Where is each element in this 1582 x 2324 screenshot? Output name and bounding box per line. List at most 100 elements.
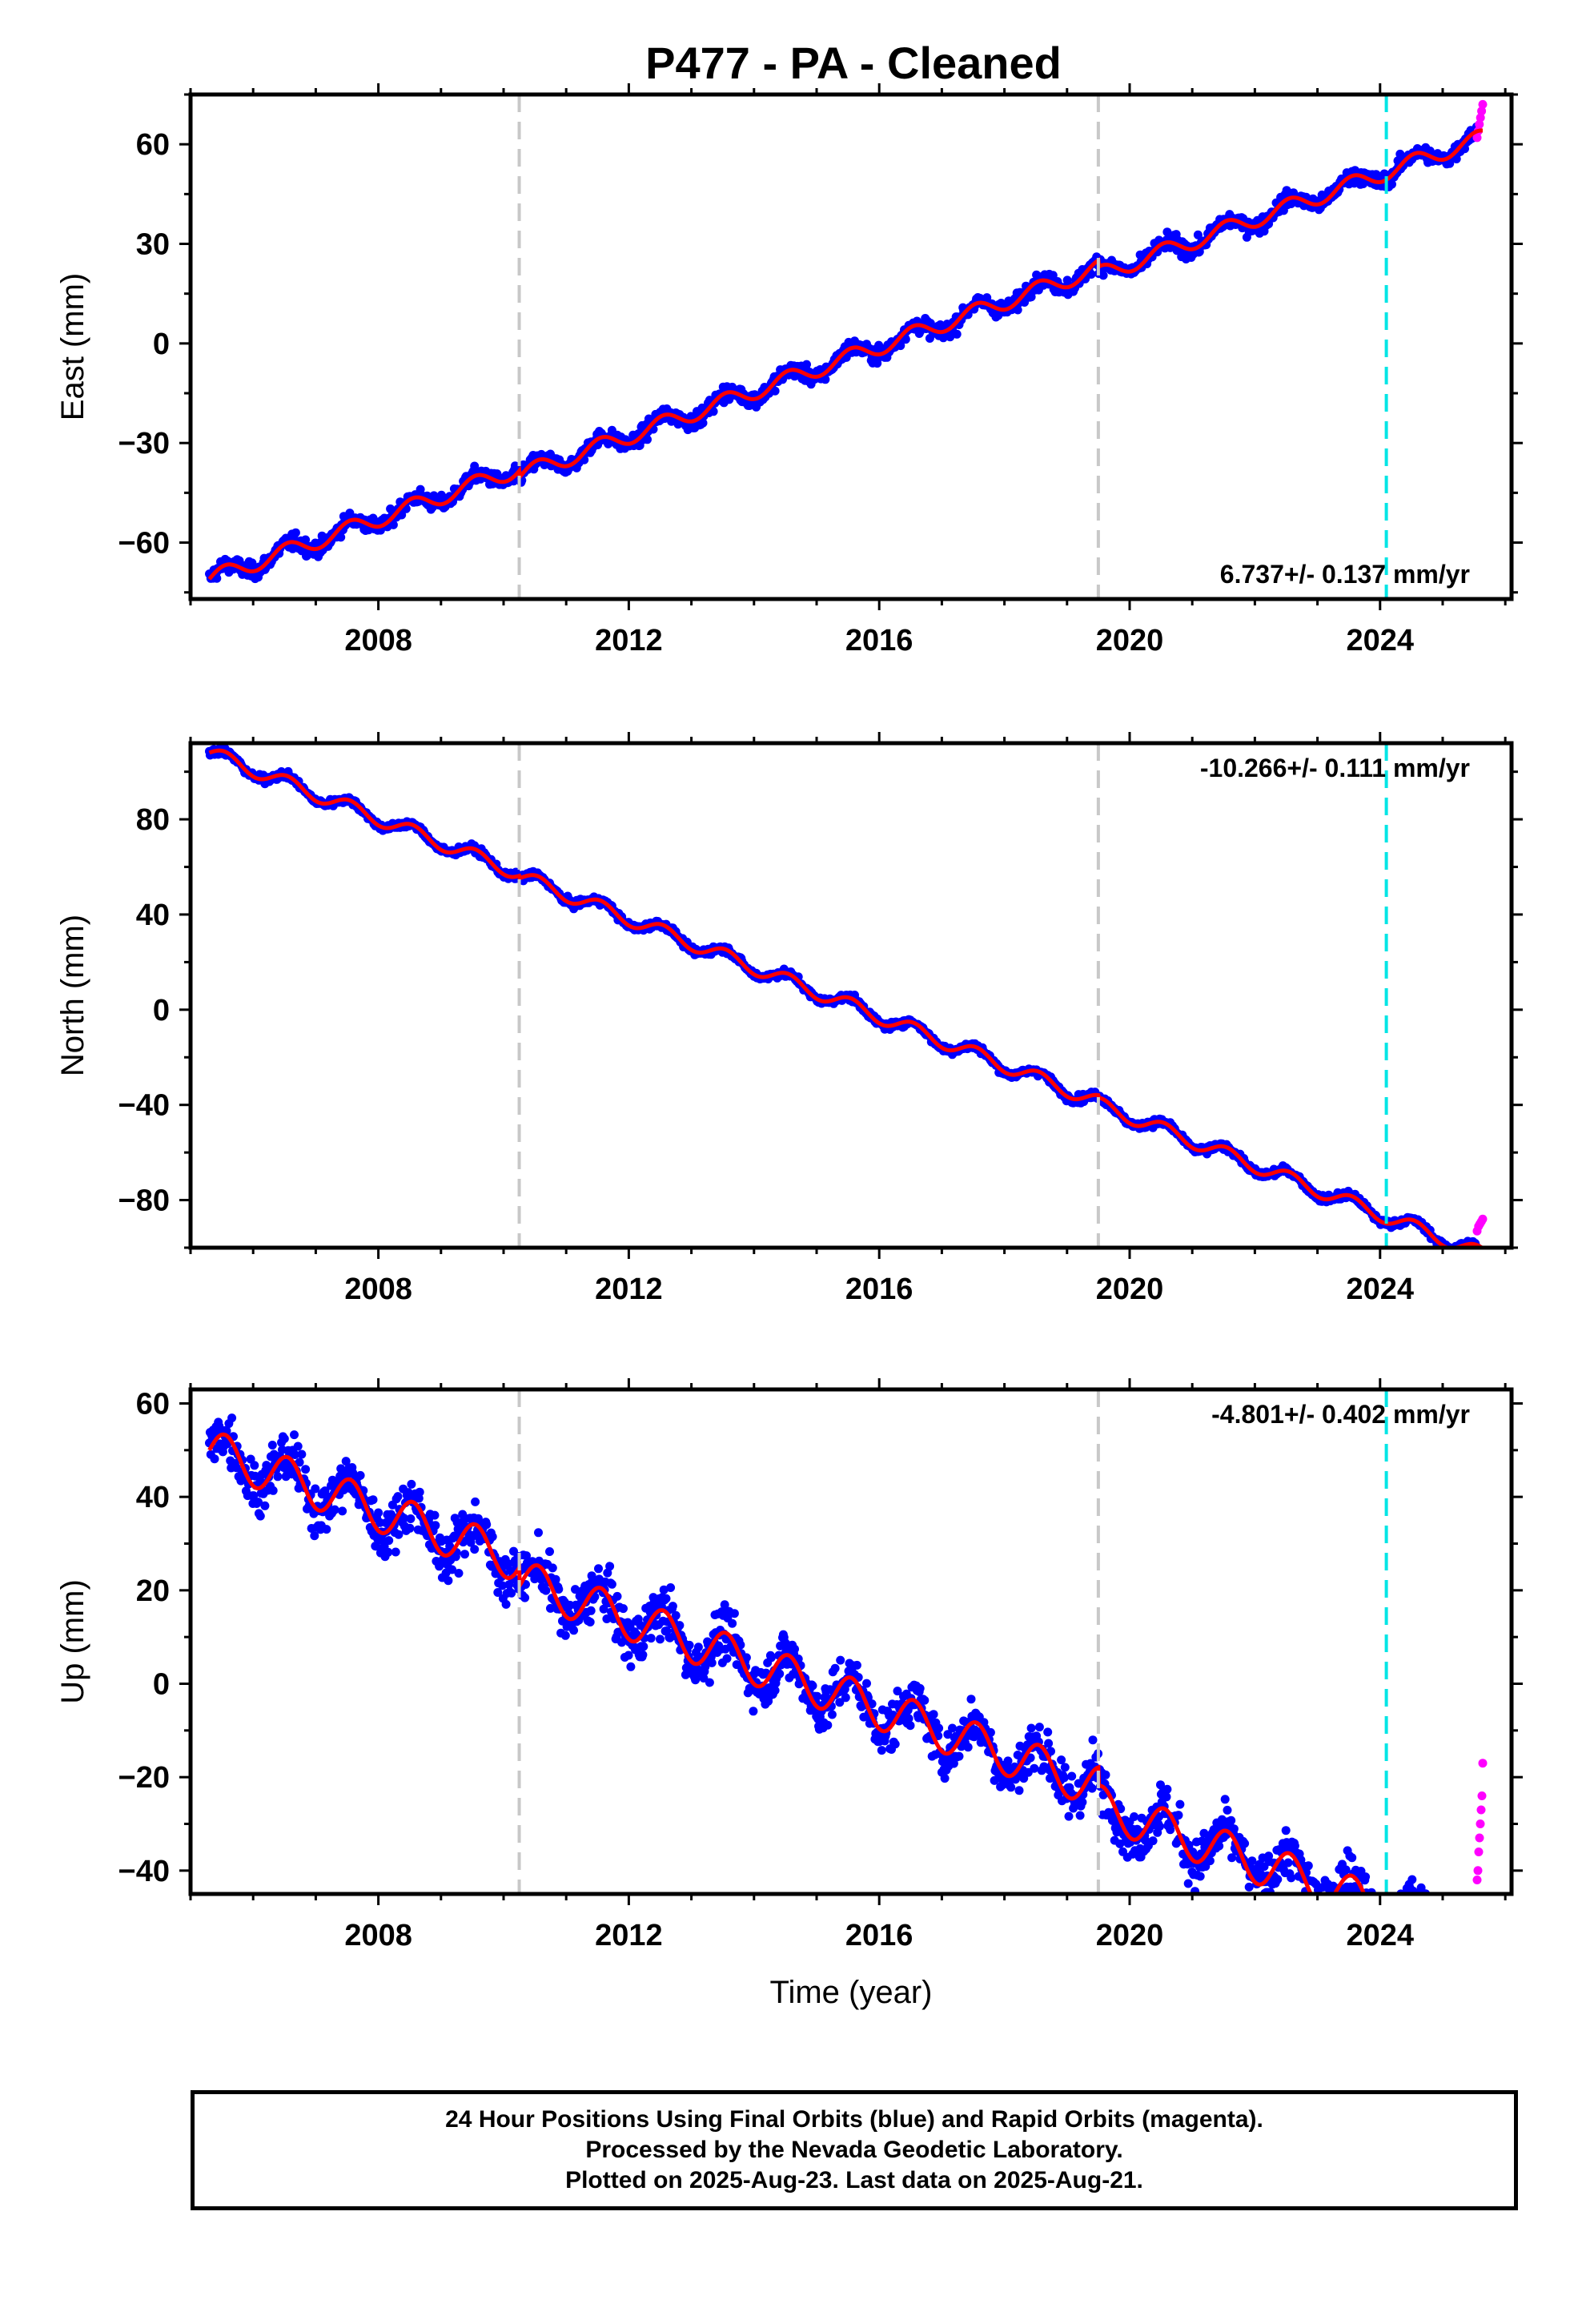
data-point-final bbox=[336, 533, 346, 542]
data-point-final bbox=[920, 1695, 930, 1705]
data-point-final bbox=[643, 435, 652, 444]
data-point-final bbox=[268, 1486, 278, 1495]
data-point-final bbox=[393, 1492, 403, 1502]
data-point-final bbox=[1387, 179, 1396, 189]
data-point-final bbox=[948, 1723, 957, 1733]
data-point-rapid bbox=[1476, 113, 1485, 123]
data-point-final bbox=[260, 1501, 270, 1510]
data-point-rapid bbox=[1478, 99, 1488, 109]
data-point-final bbox=[852, 1660, 861, 1670]
data-point-final bbox=[952, 329, 962, 339]
data-point-final bbox=[698, 418, 708, 428]
data-point-final bbox=[1014, 1786, 1024, 1795]
data-point-final bbox=[605, 1562, 615, 1571]
data-point-final bbox=[391, 1547, 400, 1557]
data-point-final bbox=[471, 1497, 480, 1506]
velocity-rate-label: 6.737+/- 0.137 mm/yr bbox=[1220, 560, 1470, 589]
data-point-final bbox=[1174, 1811, 1183, 1820]
data-point-final bbox=[1044, 1739, 1054, 1748]
y-tick-label: −80 bbox=[118, 1184, 170, 1218]
data-point-final bbox=[1195, 1872, 1205, 1881]
data-point-final bbox=[454, 1569, 464, 1578]
data-point-final bbox=[901, 335, 910, 344]
data-point-final bbox=[915, 1683, 925, 1693]
plot-area bbox=[205, 1413, 1488, 1912]
data-point-final bbox=[1075, 1811, 1085, 1820]
x-tick-label: 2016 bbox=[845, 1273, 913, 1306]
data-point-final bbox=[384, 1536, 394, 1546]
data-point-final bbox=[749, 1707, 758, 1716]
data-point-final bbox=[594, 1564, 603, 1574]
y-tick-label: 30 bbox=[136, 228, 170, 262]
data-point-final bbox=[1175, 1799, 1185, 1809]
x-tick-label: 2020 bbox=[1096, 624, 1164, 657]
data-point-final bbox=[430, 1510, 440, 1520]
data-point-final bbox=[722, 1654, 732, 1663]
data-point-final bbox=[982, 293, 992, 303]
data-point-final bbox=[827, 1710, 837, 1719]
data-point-final bbox=[1162, 1784, 1172, 1794]
data-point-final bbox=[545, 1547, 554, 1556]
data-point-final bbox=[940, 1774, 950, 1783]
y-tick-label: 0 bbox=[153, 328, 170, 361]
data-point-final bbox=[534, 1528, 543, 1538]
data-point-final bbox=[638, 1650, 648, 1659]
data-point-final bbox=[301, 535, 311, 545]
data-point-final bbox=[330, 1505, 339, 1514]
data-point-final bbox=[823, 1720, 833, 1730]
data-point-final bbox=[656, 1634, 665, 1644]
data-point-final bbox=[247, 558, 257, 568]
y-axis-label: North (mm) bbox=[55, 915, 90, 1076]
data-point-final bbox=[1086, 270, 1096, 279]
data-point-final bbox=[290, 1430, 299, 1440]
data-point-final bbox=[255, 1511, 265, 1521]
data-point-final bbox=[297, 1449, 307, 1459]
data-point-final bbox=[1003, 1756, 1013, 1766]
data-point-final bbox=[1064, 1811, 1074, 1821]
data-point-final bbox=[709, 407, 718, 416]
data-point-final bbox=[501, 1599, 511, 1609]
y-tick-label: −40 bbox=[118, 1089, 170, 1123]
data-point-rapid bbox=[1478, 1214, 1488, 1224]
data-point-final bbox=[639, 1642, 648, 1651]
data-point-final bbox=[963, 1743, 973, 1752]
data-point-final bbox=[569, 1626, 579, 1635]
data-point-final bbox=[1247, 1856, 1257, 1866]
data-point-final bbox=[460, 1550, 469, 1559]
data-point-final bbox=[470, 461, 480, 471]
data-point-final bbox=[1244, 1882, 1254, 1892]
data-point-final bbox=[405, 1523, 415, 1533]
data-point-final bbox=[407, 1479, 416, 1489]
data-point-final bbox=[668, 1602, 677, 1611]
y-tick-label: −30 bbox=[118, 427, 170, 460]
data-point-final bbox=[666, 1583, 676, 1592]
data-point-final bbox=[291, 528, 300, 537]
data-point-final bbox=[624, 1651, 633, 1660]
y-tick-label: −60 bbox=[118, 527, 170, 561]
data-point-final bbox=[1148, 1836, 1158, 1846]
y-axis-label: East (mm) bbox=[55, 273, 90, 420]
data-point-final bbox=[1251, 1904, 1259, 1912]
rapid-orbit-points bbox=[1472, 99, 1488, 143]
data-point-rapid bbox=[1475, 119, 1484, 129]
x-tick-label: 2008 bbox=[344, 624, 412, 657]
data-point-final bbox=[1227, 1815, 1236, 1825]
data-point-final bbox=[646, 1634, 656, 1643]
data-point-final bbox=[707, 1658, 717, 1667]
x-tick-label: 2008 bbox=[344, 1273, 412, 1306]
data-point-final bbox=[1223, 1805, 1232, 1815]
data-point-final bbox=[685, 1640, 694, 1650]
data-point-rapid bbox=[1472, 133, 1482, 143]
data-point-final bbox=[619, 1604, 628, 1614]
data-point-final bbox=[322, 1525, 331, 1534]
data-point-final bbox=[934, 1723, 944, 1733]
data-point-final bbox=[808, 1681, 817, 1691]
plot-area bbox=[205, 743, 1488, 1248]
figure-title: P477 - PA - Cleaned bbox=[645, 38, 1062, 88]
data-point-final bbox=[1026, 292, 1036, 302]
data-point-final bbox=[607, 1579, 616, 1589]
